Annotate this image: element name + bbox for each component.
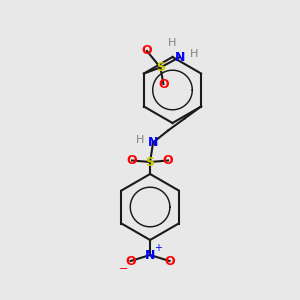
- Text: S: S: [156, 61, 165, 74]
- Text: H: H: [135, 135, 144, 145]
- Text: N: N: [175, 50, 185, 64]
- Text: O: O: [158, 77, 169, 91]
- Text: O: O: [163, 154, 173, 167]
- Text: S: S: [146, 155, 154, 169]
- Text: H: H: [168, 38, 177, 49]
- Text: O: O: [142, 44, 152, 58]
- Text: O: O: [164, 254, 175, 268]
- Text: N: N: [148, 136, 158, 149]
- Text: O: O: [127, 154, 137, 167]
- Text: O: O: [125, 254, 136, 268]
- Text: −: −: [118, 263, 128, 274]
- Text: N: N: [145, 248, 155, 262]
- Text: +: +: [154, 242, 162, 253]
- Text: H: H: [190, 49, 199, 59]
